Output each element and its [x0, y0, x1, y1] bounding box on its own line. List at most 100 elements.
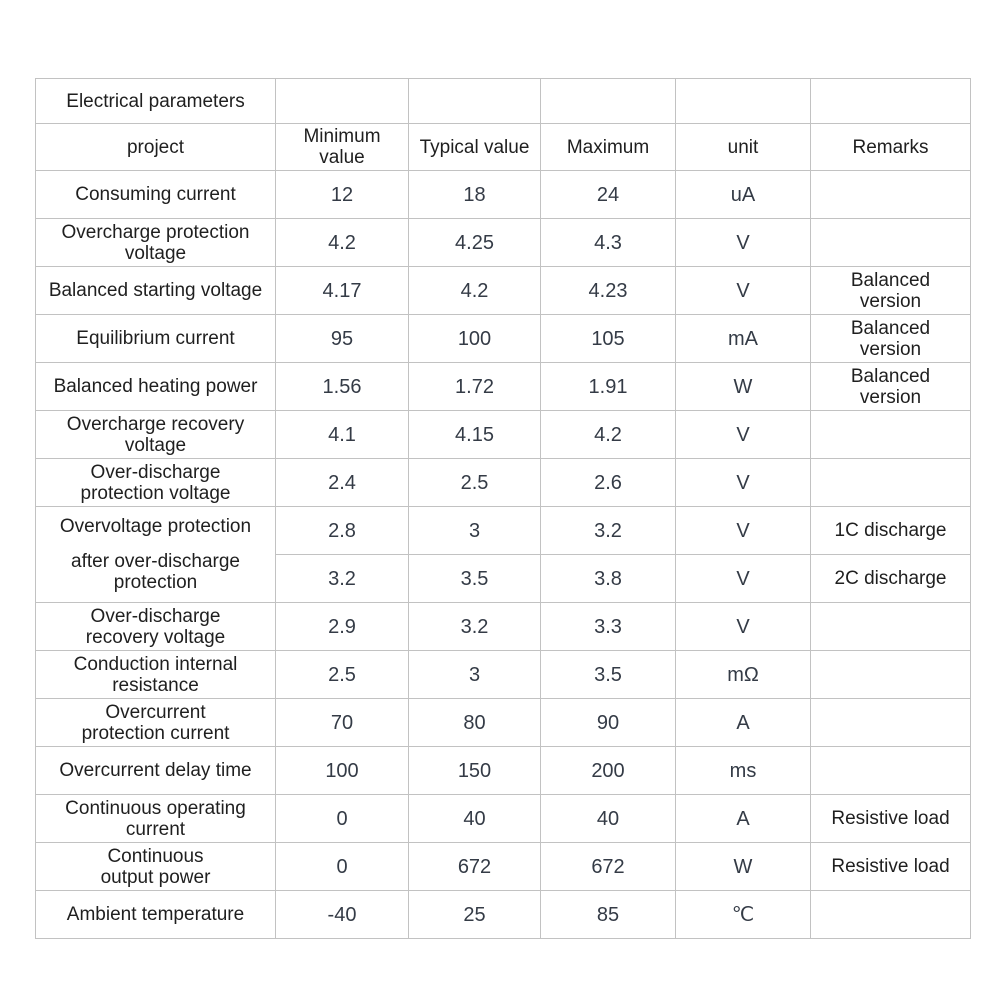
merged-row-label: Overvoltage protection after over-dischar… — [37, 510, 274, 600]
min-value-cell: 1.56 — [275, 362, 409, 411]
row-label-cell: Over-discharge recovery voltage — [35, 602, 276, 651]
table-row: Overvoltage protection after over-dischar… — [35, 506, 971, 603]
remarks-cell — [810, 650, 971, 699]
table-row: Overcharge protection voltage 4.2 4.25 4.3 V — [35, 218, 971, 267]
remarks-cell — [810, 218, 971, 267]
row-label-cell: Continuous output power — [35, 842, 276, 891]
unit-value-cell: V — [675, 266, 811, 315]
table-row: Balanced heating power 1.56 1.72 1.91 W Balan… — [35, 362, 971, 411]
row-label-cell: Overcharge protection voltage — [35, 218, 276, 267]
spec-table-body: Consuming current 12 18 24 uA Overcharge prot… — [35, 170, 971, 939]
unit-value-cell: V — [675, 218, 811, 267]
row-label-cell: Balanced heating power — [35, 362, 276, 411]
unit-value-cell: V — [675, 602, 811, 651]
min-value-cell: -40 — [275, 890, 409, 939]
table-row: Ambient temperature -40 25 85 ℃ — [35, 890, 971, 939]
remarks-cell — [810, 746, 971, 795]
column-header-unit: unit — [675, 123, 811, 171]
unit-value-cell: mΩ — [675, 650, 811, 699]
typ-value-cell: 3 — [408, 506, 541, 555]
min-value-cell: 100 — [275, 746, 409, 795]
min-value-cell: 0 — [275, 842, 409, 891]
remarks-cell: Resistive load — [810, 794, 971, 843]
column-header-minimum: Minimum value — [275, 123, 409, 171]
table-row: Balanced starting voltage 4.17 4.2 4.23 V Bal… — [35, 266, 971, 315]
max-value-cell: 3.2 — [540, 506, 676, 555]
typ-value-cell: 80 — [408, 698, 541, 747]
max-value-cell: 90 — [540, 698, 676, 747]
row-label-cell: Ambient temperature — [35, 890, 276, 939]
min-value-cell: 3.2 — [275, 554, 409, 603]
remarks-cell: 2C discharge — [810, 554, 971, 603]
row-label-cell: Equilibrium current — [35, 314, 276, 363]
max-value-cell: 105 — [540, 314, 676, 363]
table-row: 3.2 3.5 3.8 V 2C discharge — [36, 554, 971, 603]
column-header-typical: Typical value — [408, 123, 541, 171]
remarks-cell — [810, 170, 971, 219]
table-row: Over-discharge recovery voltage 2.9 3.2 3.3… — [35, 602, 971, 651]
unit-value-cell: A — [675, 794, 811, 843]
unit-value-cell: W — [675, 362, 811, 411]
row-label-cell: Continuous operating current — [35, 794, 276, 843]
remarks-cell — [810, 890, 971, 939]
typ-value-cell: 150 — [408, 746, 541, 795]
min-value-cell: 12 — [275, 170, 409, 219]
typ-value-cell: 4.15 — [408, 410, 541, 459]
typ-value-cell: 3 — [408, 650, 541, 699]
max-value-cell: 672 — [540, 842, 676, 891]
max-value-cell: 200 — [540, 746, 676, 795]
min-value-cell: 4.1 — [275, 410, 409, 459]
table-row: Continuous operating current 0 40 40 A Resist… — [35, 794, 971, 843]
unit-value-cell: mA — [675, 314, 811, 363]
unit-value-cell: ms — [675, 746, 811, 795]
remarks-cell: 1C discharge — [810, 506, 971, 555]
column-header-row: project Minimum value Typical value Maxi… — [35, 123, 971, 171]
table-row: Equilibrium current 95 100 105 mA Balanced ve… — [35, 314, 971, 363]
column-header-project: project — [35, 123, 276, 171]
empty-header-cell — [540, 78, 676, 124]
typ-value-cell: 18 — [408, 170, 541, 219]
typ-value-cell: 100 — [408, 314, 541, 363]
row-label: Overvoltage protection — [59, 516, 252, 538]
row-label-cell: Conduction internal resistance — [35, 650, 276, 699]
min-value-cell: 0 — [275, 794, 409, 843]
empty-header-cell — [408, 78, 541, 124]
table-row: Overcharge recovery voltage 4.1 4.15 4.2 V — [35, 410, 971, 459]
min-value-cell: 2.5 — [275, 650, 409, 699]
remarks-cell — [810, 410, 971, 459]
unit-value-cell: uA — [675, 170, 811, 219]
unit-value-cell: V — [675, 410, 811, 459]
spec-table: Electrical parameters project Minimum va… — [35, 78, 971, 939]
remarks-cell: Balanced version — [810, 266, 971, 315]
table-row: Overcurrent delay time 100 150 200 ms — [35, 746, 971, 795]
unit-value-cell: W — [675, 842, 811, 891]
empty-header-cell — [675, 78, 811, 124]
row-label-cell: Over-discharge protection voltage — [35, 458, 276, 507]
remarks-cell — [810, 458, 971, 507]
max-value-cell: 2.6 — [540, 458, 676, 507]
table-row: Overcurrent protection current 70 80 90 A — [35, 698, 971, 747]
max-value-cell: 1.91 — [540, 362, 676, 411]
spec-table-head: Electrical parameters project Minimum va… — [35, 78, 971, 171]
unit-value-cell: V — [675, 458, 811, 507]
min-value-cell: 95 — [275, 314, 409, 363]
max-value-cell: 3.5 — [540, 650, 676, 699]
table-row: Over-discharge protection voltage 2.4 2.5 2… — [35, 458, 971, 507]
typ-value-cell: 4.2 — [408, 266, 541, 315]
max-value-cell: 4.23 — [540, 266, 676, 315]
typ-value-cell: 25 — [408, 890, 541, 939]
remarks-cell — [810, 698, 971, 747]
table-row: Continuous output power 0 672 672 W Resistive… — [35, 842, 971, 891]
max-value-cell: 24 — [540, 170, 676, 219]
max-value-cell: 3.3 — [540, 602, 676, 651]
typ-value-cell: 3.5 — [408, 554, 541, 603]
empty-header-cell — [810, 78, 971, 124]
max-value-cell: 3.8 — [540, 554, 676, 603]
empty-header-cell — [275, 78, 409, 124]
typ-value-cell: 4.25 — [408, 218, 541, 267]
unit-value-cell: A — [675, 698, 811, 747]
row-label-cell: Overcharge recovery voltage — [35, 410, 276, 459]
row-label-cell: Overcurrent delay time — [35, 746, 276, 795]
unit-value-cell: V — [675, 554, 811, 603]
